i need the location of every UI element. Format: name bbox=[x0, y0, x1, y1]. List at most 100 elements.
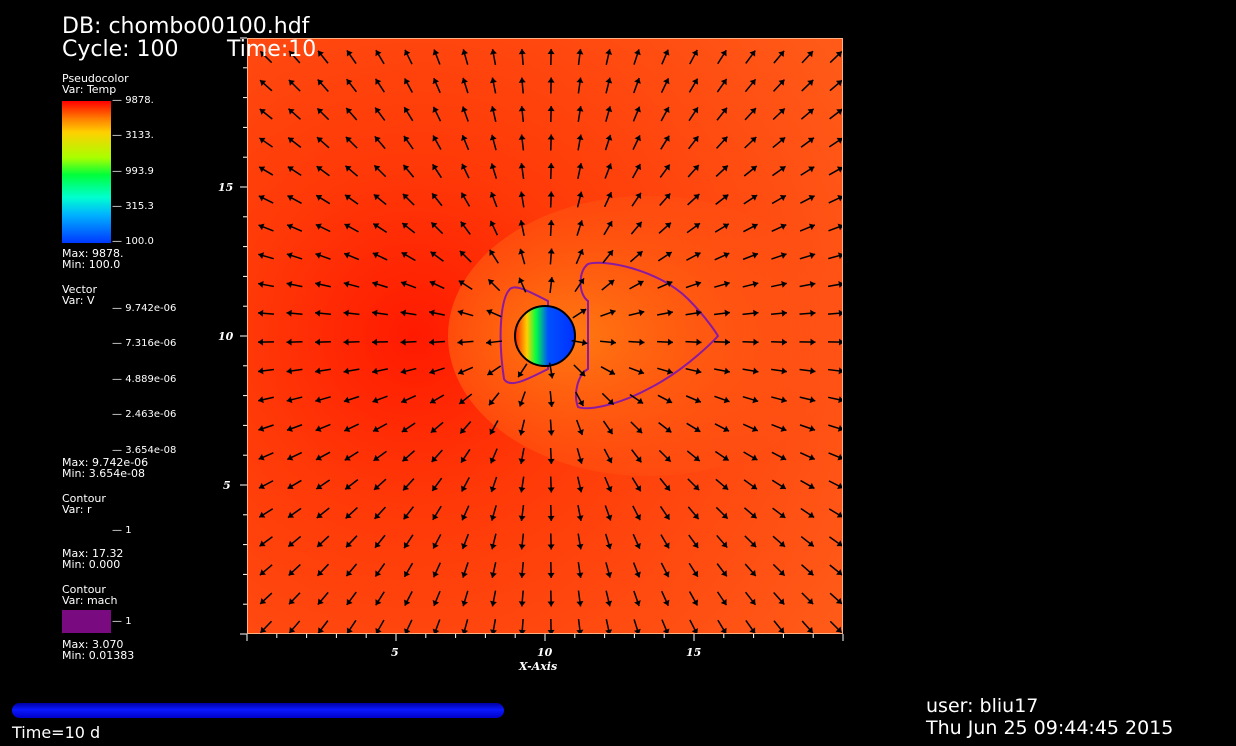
velocity-arrow-head bbox=[489, 514, 497, 521]
velocity-arrow-head bbox=[636, 427, 643, 434]
velocity-arrow-head bbox=[720, 599, 727, 606]
velocity-arrow-head bbox=[345, 512, 352, 519]
velocity-arrow-head bbox=[663, 599, 670, 606]
velocity-arrow-head bbox=[810, 367, 816, 375]
velocity-arrow-head bbox=[315, 367, 321, 375]
velocity-arrow-head bbox=[315, 338, 321, 346]
velocity-arrow-head bbox=[316, 483, 323, 490]
velocity-arrow-head bbox=[518, 429, 526, 436]
velocity-arrow-head bbox=[432, 484, 439, 491]
velocity-arrow-head bbox=[692, 570, 699, 577]
r-contour bbox=[514, 305, 576, 367]
velocity-arrow-head bbox=[401, 280, 407, 288]
velocity-arrow-head bbox=[486, 309, 493, 316]
velocity-arrow-head bbox=[634, 106, 641, 113]
velocity-arrow-head bbox=[489, 220, 496, 227]
velocity-arrow-head bbox=[345, 136, 352, 143]
velocity-arrow-head bbox=[692, 107, 699, 114]
velocity-arrow-head bbox=[402, 455, 409, 462]
mach-contour-swatch bbox=[62, 610, 111, 633]
vector-tick: — 4.889e-06 bbox=[112, 374, 177, 385]
velocity-arrow-head bbox=[432, 571, 439, 578]
velocity-arrow-head bbox=[577, 249, 584, 256]
velocity-arrow-head bbox=[749, 627, 756, 634]
velocity-arrow-head bbox=[489, 192, 497, 198]
velocity-arrow-head bbox=[461, 163, 468, 170]
velocity-arrow-head bbox=[258, 309, 264, 317]
vector-title: Vector bbox=[62, 283, 98, 296]
velocity-arrow-head bbox=[751, 425, 758, 432]
velocity-arrow-head bbox=[343, 367, 350, 375]
pseudocolor-tick: — 100.0 bbox=[112, 236, 154, 247]
plot-area[interactable] bbox=[247, 38, 848, 636]
velocity-arrow-head bbox=[722, 194, 729, 201]
velocity-arrow-head bbox=[432, 49, 440, 56]
velocity-arrow-head bbox=[751, 194, 758, 201]
velocity-arrow-head bbox=[288, 79, 295, 86]
velocity-arrow-head bbox=[403, 542, 410, 549]
velocity-arrow-head bbox=[605, 106, 613, 113]
velocity-arrow-head bbox=[692, 136, 699, 143]
velocity-arrow-head bbox=[548, 372, 555, 379]
velocity-arrow-head bbox=[666, 397, 673, 404]
velocity-arrow-head bbox=[460, 192, 468, 199]
velocity-arrow-head bbox=[287, 511, 295, 518]
velocity-arrow-head bbox=[258, 195, 265, 202]
velocity-arrow-head bbox=[723, 252, 730, 259]
velocity-arrow-head bbox=[838, 281, 844, 288]
velocity-arrow-head bbox=[518, 544, 526, 550]
velocity-arrow-head bbox=[722, 454, 729, 461]
velocity-arrow-head bbox=[518, 248, 526, 255]
velocity-arrow-head bbox=[637, 280, 644, 287]
velocity-arrow-head bbox=[577, 399, 585, 407]
velocity-arrow-head bbox=[721, 165, 728, 172]
inner-sphere bbox=[515, 306, 575, 366]
velocity-arrow-head bbox=[289, 626, 296, 634]
velocity-arrow-head bbox=[576, 77, 584, 84]
velocity-arrow-head bbox=[547, 487, 555, 493]
date-label: Thu Jun 25 09:44:45 2015 bbox=[926, 717, 1174, 739]
velocity-arrow-head bbox=[576, 191, 584, 198]
velocity-arrow-head bbox=[780, 396, 787, 404]
velocity-arrow-head bbox=[343, 396, 350, 404]
velocity-arrow-head bbox=[288, 137, 295, 144]
velocity-arrow-head bbox=[838, 309, 844, 317]
velocity-arrow-head bbox=[488, 399, 495, 406]
db-label: DB: chombo00100.hdf bbox=[62, 14, 310, 39]
velocity-arrow-head bbox=[317, 79, 324, 86]
velocity-arrow-head bbox=[403, 513, 410, 520]
velocity-arrow-head bbox=[431, 222, 438, 229]
x-tick: 5 bbox=[391, 646, 399, 659]
velocity-arrow-head bbox=[518, 163, 526, 169]
velocity-arrow-head bbox=[694, 396, 701, 404]
velocity-arrow-head bbox=[489, 428, 496, 435]
velocity-arrow-head bbox=[779, 483, 786, 490]
velocity-arrow-head bbox=[518, 191, 526, 198]
velocity-arrow-head bbox=[605, 49, 613, 55]
velocity-arrow-head bbox=[634, 571, 641, 578]
velocity-arrow-head bbox=[663, 106, 670, 114]
velocity-arrow-head bbox=[547, 163, 555, 169]
velocity-arrow-head bbox=[372, 309, 378, 317]
time-slider[interactable] bbox=[12, 703, 504, 718]
velocity-arrow-head bbox=[316, 137, 324, 144]
velocity-arrow-head bbox=[259, 166, 266, 173]
contour-mach-title: Contour bbox=[62, 583, 106, 596]
velocity-arrow-head bbox=[663, 78, 670, 85]
velocity-arrow-head bbox=[751, 454, 758, 461]
cycle-label: Cycle: 100 bbox=[62, 37, 179, 62]
velocity-arrow-head bbox=[490, 629, 497, 635]
velocity-arrow-head bbox=[806, 626, 813, 633]
velocity-arrow-head bbox=[635, 485, 642, 492]
velocity-arrow-head bbox=[778, 540, 786, 547]
velocity-arrow-head bbox=[404, 599, 411, 606]
velocity-arrow-head bbox=[577, 220, 584, 227]
velocity-arrow-head bbox=[375, 107, 382, 114]
velocity-arrow-head bbox=[721, 570, 727, 577]
velocity-arrow-head bbox=[287, 223, 294, 231]
velocity-arrow-head bbox=[403, 135, 410, 143]
plot-canvas bbox=[248, 39, 848, 636]
velocity-arrow-head bbox=[432, 513, 439, 520]
velocity-arrow-head bbox=[432, 193, 438, 200]
velocity-arrow-head bbox=[836, 166, 843, 173]
